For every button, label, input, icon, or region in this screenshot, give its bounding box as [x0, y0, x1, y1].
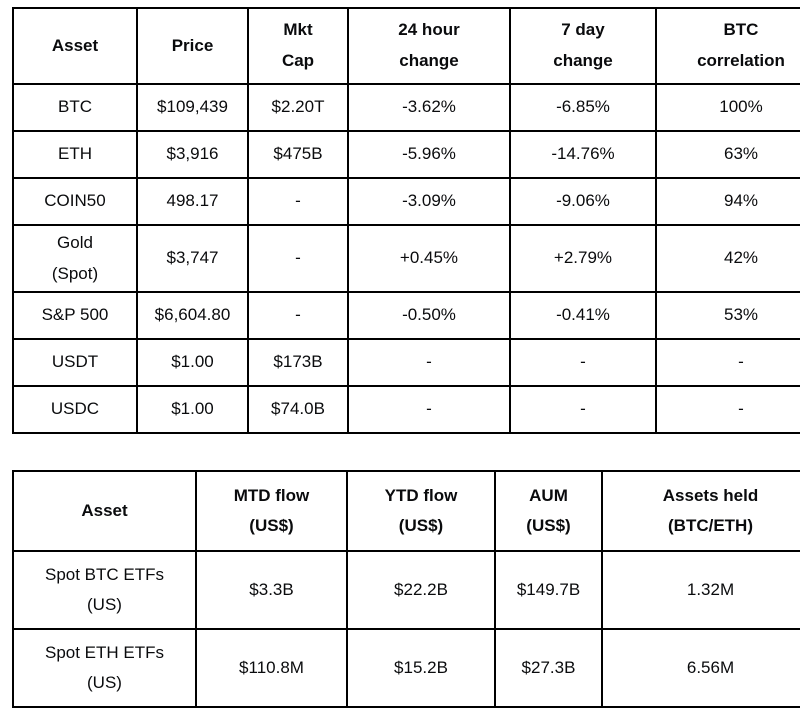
table-cell: $1.00 [136, 338, 249, 388]
table-cell: $173B [247, 338, 349, 388]
table-cell: 1.32M [601, 550, 800, 631]
table-cell: -14.76% [509, 130, 657, 179]
table-cell: $475B [247, 130, 349, 179]
table-cell: $15.2B [346, 628, 496, 709]
table-cell: - [247, 223, 349, 294]
column-header: Mkt Cap [247, 7, 349, 85]
table-cell: $109,439 [136, 83, 249, 132]
table-row: S&P 500 $6,604.80- -0.50% -0.41% 53% [12, 291, 800, 341]
table-cell: 42% [655, 223, 800, 294]
market-overview-table: Asset Price Mkt Cap 24 hour change 7 day cha… [12, 7, 800, 435]
table-cell: $22.2B [346, 550, 496, 631]
table-cell: - [655, 385, 800, 435]
column-header: 24 hour change [347, 7, 511, 85]
table-cell: USDC [12, 385, 138, 435]
table-cell: 6.56M [601, 628, 800, 709]
table-cell: ETH [12, 130, 138, 179]
table-row: USDT $1.00 $173B - - - [12, 338, 800, 388]
table-cell: $3,916 [136, 130, 249, 179]
column-header: Assets held (BTC/ETH) [601, 470, 800, 553]
table-cell: +2.79% [509, 223, 657, 294]
table-cell: - [655, 338, 800, 388]
table-cell: $27.3B [494, 628, 603, 709]
table-cell: $2.20T [247, 83, 349, 132]
table-cell: 498.17 [136, 177, 249, 226]
table-cell: 94% [655, 177, 800, 226]
table-cell: Gold (Spot) [12, 223, 138, 294]
table-cell: -6.85% [509, 83, 657, 132]
table-row: Spot BTC ETFs (US) $3.3B $22.2B $149.7B 1.32… [12, 550, 800, 631]
column-header: YTD flow (US$) [346, 470, 496, 553]
table-row: BTC $109,439 $2.20T -3.62% -6.85% 100% [12, 83, 800, 132]
table-row: USDC $1.00 $74.0B - - - [12, 385, 800, 435]
table-cell: BTC [12, 83, 138, 132]
table-cell: Spot BTC ETFs (US) [12, 550, 197, 631]
table-cell: - [347, 338, 511, 388]
table-cell: +0.45% [347, 223, 511, 294]
table-cell: $3,747 [136, 223, 249, 294]
table-cell: USDT [12, 338, 138, 388]
table-cell: -3.62% [347, 83, 511, 132]
table-cell: $110.8M [195, 628, 348, 709]
table-cell: 53% [655, 291, 800, 341]
table-cell: COIN50 [12, 177, 138, 226]
table-cell: 63% [655, 130, 800, 179]
table-cell: $3.3B [195, 550, 348, 631]
table-cell: $74.0B [247, 385, 349, 435]
table-cell: - [509, 385, 657, 435]
table-cell: $149.7B [494, 550, 603, 631]
table-cell: -0.41% [509, 291, 657, 341]
column-header: AUM (US$) [494, 470, 603, 553]
column-header: Asset [12, 470, 197, 553]
column-header: BTC correlation [655, 7, 800, 85]
table-cell: -3.09% [347, 177, 511, 226]
table-cell: - [347, 385, 511, 435]
column-header: MTD flow (US$) [195, 470, 348, 553]
table-cell: 100% [655, 83, 800, 132]
table-cell: $6,604.80 [136, 291, 249, 341]
table-cell: - [247, 291, 349, 341]
table-cell: -5.96% [347, 130, 511, 179]
table-cell: S&P 500 [12, 291, 138, 341]
table-row: Gold (Spot) $3,747- +0.45% +2.79% 42% [12, 223, 800, 294]
table-row: COIN50 498.17- -3.09% -9.06% 94% [12, 177, 800, 226]
table-row: Spot ETH ETFs (US) $110.8M $15.2B $27.3B 6.5… [12, 628, 800, 709]
column-header: Asset [12, 7, 138, 85]
table-cell: - [509, 338, 657, 388]
table-cell: $1.00 [136, 385, 249, 435]
column-header: 7 day change [509, 7, 657, 85]
header-row: Asset Price Mkt Cap 24 hour change 7 day cha… [12, 7, 800, 85]
etf-flows-table: Asset MTD flow (US$) YTD flow (US$) AUM (US… [12, 470, 800, 709]
table-cell: -0.50% [347, 291, 511, 341]
table-cell: - [247, 177, 349, 226]
table-row: ETH $3,916 $475B -5.96% -14.76% 63% [12, 130, 800, 179]
column-header: Price [136, 7, 249, 85]
table-cell: Spot ETH ETFs (US) [12, 628, 197, 709]
table-cell: -9.06% [509, 177, 657, 226]
header-row: Asset MTD flow (US$) YTD flow (US$) AUM (US… [12, 470, 800, 553]
